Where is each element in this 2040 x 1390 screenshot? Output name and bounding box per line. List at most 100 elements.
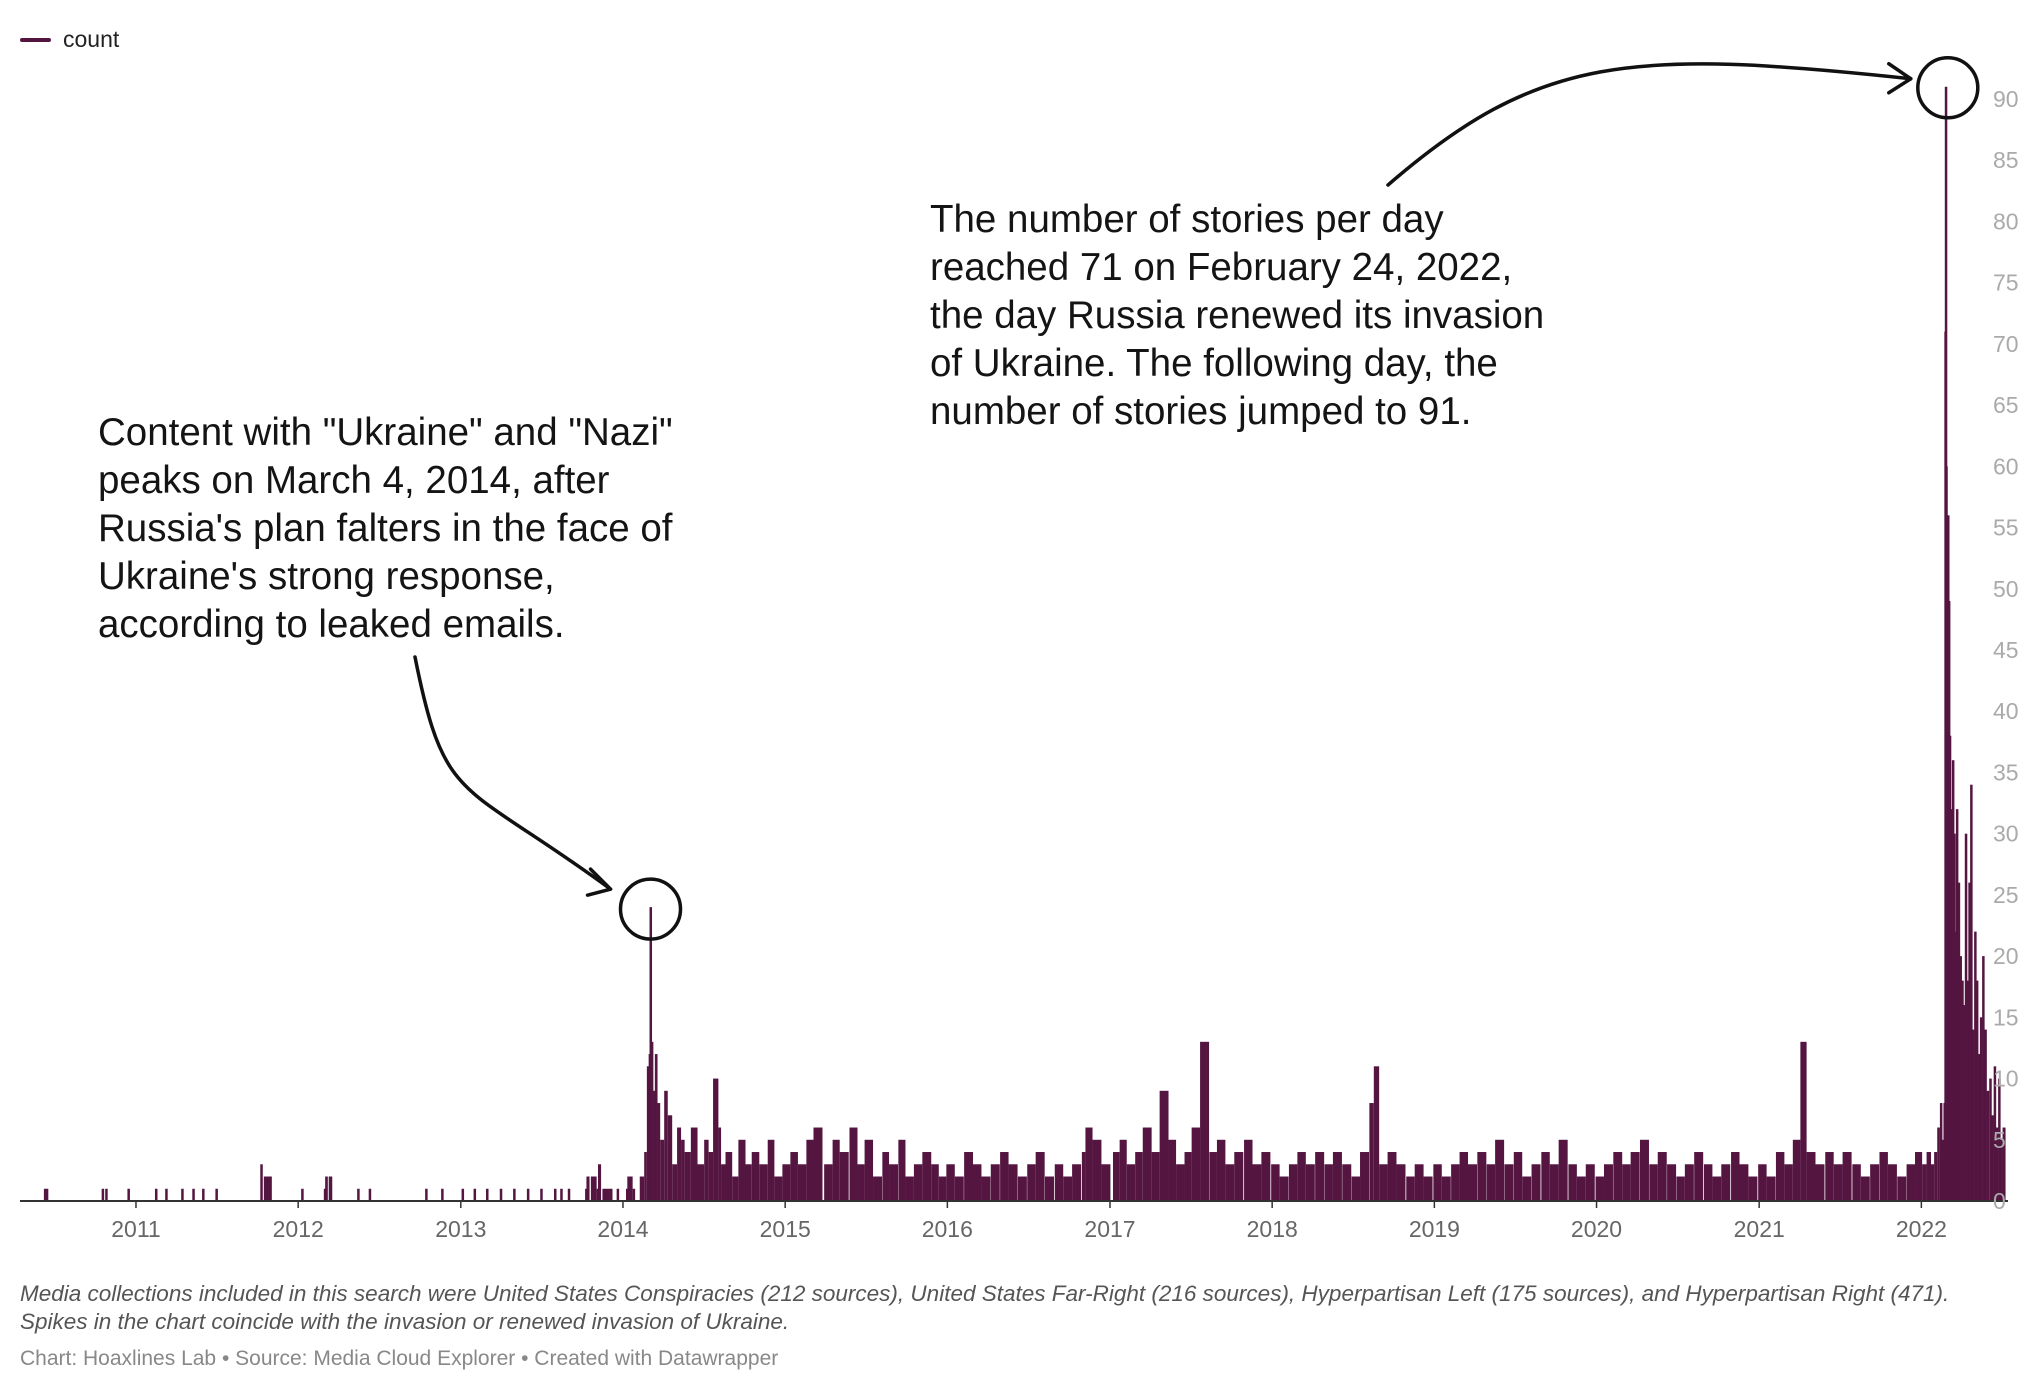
spike-2015-09-15 — [898, 1139, 906, 1201]
y-tick-90: 90 — [1993, 86, 2019, 112]
spike-2020-03-20 — [1630, 1152, 1640, 1201]
spike-2018-08-10 — [1369, 1103, 1374, 1201]
spike-2014-03-22 — [657, 1103, 661, 1201]
spike-2013-10-10 — [585, 1188, 588, 1201]
spike-2012-06-10 — [368, 1188, 372, 1201]
spike-2014-11-25 — [767, 1139, 775, 1201]
spike-2020-06-10 — [1667, 1164, 1677, 1201]
spike-2017-03-01 — [1135, 1152, 1143, 1201]
y-tick-5: 5 — [1993, 1127, 2006, 1153]
spike-2022-03-26 — [1957, 882, 1961, 1201]
spike-2016-12-15 — [1101, 1164, 1111, 1201]
spike-2016-07-01 — [1027, 1164, 1036, 1201]
spike-2013-05-01 — [513, 1188, 516, 1201]
spike-2022-01-25 — [1931, 1164, 1935, 1201]
spike-2018-09-01 — [1379, 1164, 1388, 1201]
spike-2013-07-01 — [540, 1188, 543, 1201]
spike-2016-05-01 — [1000, 1152, 1009, 1201]
spike-2020-07-20 — [1684, 1164, 1694, 1201]
spike-2022-05-02 — [1974, 931, 1977, 1201]
spike-2020-10-10 — [1721, 1164, 1731, 1201]
spike-2013-12-20 — [616, 1188, 620, 1201]
y-tick-20: 20 — [1993, 943, 2019, 969]
spike-2019-10-10 — [1558, 1139, 1568, 1201]
spike-2018-05-01 — [1324, 1164, 1333, 1201]
spike-2013-03-01 — [486, 1188, 489, 1201]
spike-2022-06-25 — [1998, 1078, 2001, 1201]
spike-2022-07-05 — [2002, 1127, 2006, 1201]
spike-2020-09-20 — [1712, 1176, 1722, 1201]
spike-2019-07-20 — [1522, 1176, 1532, 1201]
y-tick-40: 40 — [1993, 698, 2019, 724]
spike-2014-12-28 — [782, 1164, 791, 1201]
spike-2014-07-15 — [708, 1152, 714, 1201]
spike-2014-03-16 — [654, 1054, 658, 1201]
spike-2017-09-20 — [1225, 1164, 1235, 1201]
spike-2014-03-07 — [650, 1041, 654, 1201]
spike-2021-11-10 — [1897, 1176, 1907, 1201]
spike-2014-08-12 — [721, 1164, 726, 1201]
spike-2018-01-01 — [1271, 1164, 1280, 1201]
chart-credits: Chart: Hoaxlines Lab • Source: Media Clo… — [20, 1347, 779, 1370]
spike-2019-11-20 — [1576, 1176, 1586, 1201]
spike-2015-12-15 — [938, 1176, 947, 1201]
spike-2016-10-10 — [1072, 1164, 1082, 1201]
spike-2012-10-15 — [425, 1188, 428, 1201]
arrow-2014-line — [413, 655, 613, 891]
spike-2011-02-15 — [154, 1188, 158, 1201]
spike-2013-06-01 — [526, 1188, 530, 1201]
spike-2011-07-01 — [215, 1188, 218, 1201]
spike-2021-04-20 — [1806, 1152, 1816, 1201]
spike-2012-11-20 — [441, 1188, 444, 1201]
spike-2014-02-10 — [639, 1176, 645, 1201]
spike-2021-10-20 — [1887, 1164, 1897, 1201]
y-tick-85: 85 — [1993, 147, 2019, 173]
spike-2022-03-22 — [1955, 809, 1959, 1201]
spike-2015-04-20 — [832, 1139, 840, 1201]
spike-2022-04-27 — [1971, 1029, 1975, 1201]
legend: count — [20, 26, 119, 53]
x-tick-2019: 2019 — [1409, 1216, 1460, 1242]
spike-2016-11-09 — [1085, 1127, 1093, 1201]
spike-2017-11-01 — [1244, 1139, 1253, 1201]
spike-2011-04-15 — [181, 1188, 184, 1201]
spike-2013-10-13 — [586, 1176, 590, 1201]
spike-2014-06-05 — [690, 1127, 698, 1201]
spike-2013-09-01 — [567, 1188, 571, 1201]
spike-2012-01-10 — [301, 1188, 304, 1201]
spike-2015-08-10 — [882, 1152, 890, 1201]
spike-2020-05-20 — [1657, 1152, 1667, 1201]
x-tick-2012: 2012 — [273, 1216, 324, 1242]
spike-2018-11-20 — [1414, 1164, 1424, 1201]
y-tick-15: 15 — [1993, 1004, 2019, 1030]
legend-swatch — [20, 37, 51, 42]
y-tick-25: 25 — [1993, 882, 2019, 908]
spike-2014-10-20 — [751, 1152, 760, 1201]
spike-2013-01-05 — [461, 1188, 465, 1201]
spike-2022-06-05 — [1989, 1078, 1992, 1201]
spike-2022-01-05 — [1922, 1164, 1927, 1201]
y-tick-0: 0 — [1993, 1188, 2006, 1214]
spike-2010-12-15 — [127, 1188, 130, 1201]
spike-2020-08-10 — [1694, 1152, 1704, 1201]
spike-2020-11-01 — [1731, 1152, 1740, 1201]
spike-2013-02-01 — [473, 1188, 477, 1201]
spike-2020-09-01 — [1703, 1164, 1713, 1201]
spike-2015-05-06 — [839, 1152, 849, 1201]
highlight-circle-2022 — [1916, 56, 1980, 120]
spike-2018-07-01 — [1351, 1176, 1361, 1201]
spike-2018-05-20 — [1332, 1152, 1342, 1201]
spike-2022-04-07 — [1963, 1005, 1966, 1201]
spike-2019-12-10 — [1585, 1164, 1595, 1201]
spike-2016-11-25 — [1092, 1139, 1102, 1201]
spike-2017-01-10 — [1112, 1152, 1120, 1201]
spike-2020-12-10 — [1748, 1176, 1758, 1201]
spike-2013-11-08 — [597, 1164, 602, 1201]
spike-2017-06-20 — [1184, 1152, 1192, 1201]
spike-2015-10-01 — [905, 1176, 914, 1201]
spike-2013-12-05 — [609, 1188, 613, 1201]
spike-2014-08-06 — [718, 1127, 722, 1201]
spike-2014-05-05 — [677, 1127, 682, 1201]
spike-2014-03-12 — [653, 1090, 656, 1201]
spike-2016-03-20 — [981, 1176, 991, 1201]
